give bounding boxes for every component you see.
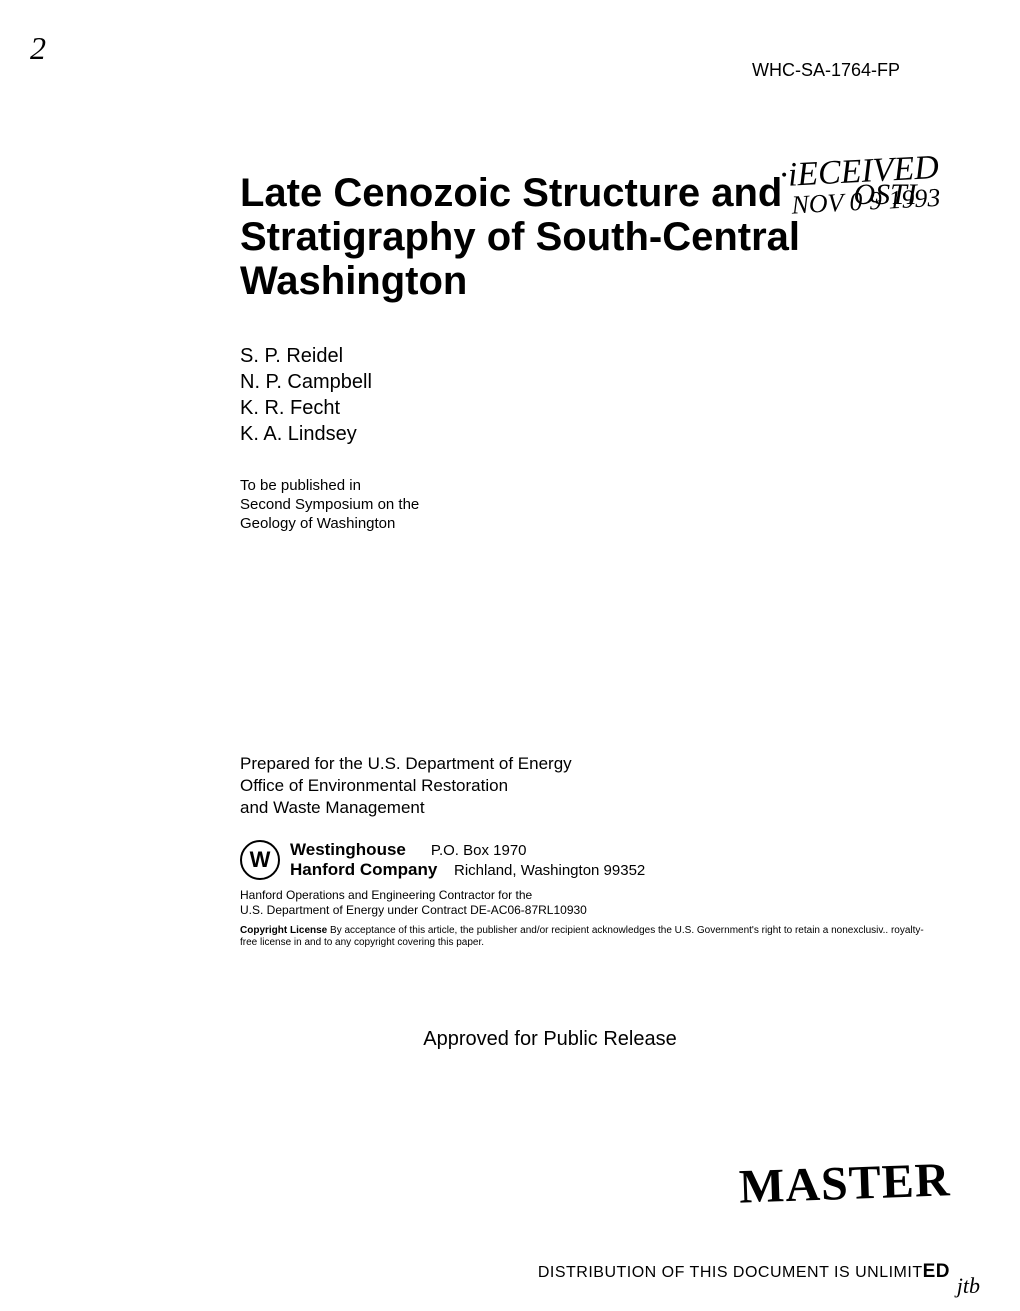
company-westinghouse: Westinghouse xyxy=(290,840,406,859)
distribution-statement: DISTRIBUTION OF THIS DOCUMENT IS UNLIMIT… xyxy=(538,1261,950,1283)
prepared-for-block: Prepared for the U.S. Department of Ener… xyxy=(240,753,940,819)
distribution-prefix: DISTRIBUTION OF THIS DOCUMENT IS UNLIMIT xyxy=(538,1264,923,1281)
company-hanford: Hanford Company xyxy=(290,860,437,879)
copyright-note: Copyright License By acceptance of this … xyxy=(240,925,940,948)
company-block: W Westinghouse P.O. Box 1970 Hanford Com… xyxy=(240,840,940,881)
handwritten-annotation: 2 xyxy=(30,30,46,67)
document-id: WHC-SA-1764-FP xyxy=(240,60,900,81)
company-pobox: P.O. Box 1970 xyxy=(431,842,527,859)
authors-block: S. P. Reidel N. P. Campbell K. R. Fecht … xyxy=(240,343,940,447)
contractor-line-2: U.S. Department of Energy under Contract… xyxy=(240,903,940,917)
title-line-1: Late Cenozoic Structure and xyxy=(240,171,782,215)
received-stamp: ·iECEIVED NOV 0 9 1993 xyxy=(779,151,941,219)
prepared-line-3: and Waste Management xyxy=(240,797,940,819)
author-3: K. R. Fecht xyxy=(240,395,940,421)
author-2: N. P. Campbell xyxy=(240,369,940,395)
publish-line-3: Geology of Washington xyxy=(240,515,940,534)
copyright-label: Copyright License xyxy=(240,925,327,936)
prepared-line-2: Office of Environmental Restoration xyxy=(240,775,940,797)
author-4: K. A. Lindsey xyxy=(240,421,940,447)
title-line-3: Washington xyxy=(240,259,467,303)
publish-line-1: To be published in xyxy=(240,477,940,496)
approved-release: Approved for Public Release xyxy=(160,1028,940,1051)
master-stamp: MASTER xyxy=(738,1152,951,1214)
copyright-text: By acceptance of this article, the publi… xyxy=(240,925,924,948)
title-line-2: Stratigraphy of South-Central xyxy=(240,215,800,259)
contractor-line-1: Hanford Operations and Engineering Contr… xyxy=(240,888,940,902)
company-address: Richland, Washington 99352 xyxy=(454,862,645,879)
westinghouse-logo-icon: W xyxy=(240,840,280,880)
prepared-line-1: Prepared for the U.S. Department of Ener… xyxy=(240,753,940,775)
author-1: S. P. Reidel xyxy=(240,343,940,369)
company-text: Westinghouse P.O. Box 1970 Hanford Compa… xyxy=(290,840,645,881)
handwritten-initials: jtb xyxy=(957,1273,980,1299)
distribution-suffix: ED xyxy=(923,1261,950,1282)
publish-line-2: Second Symposium on the xyxy=(240,496,940,515)
contractor-note: Hanford Operations and Engineering Contr… xyxy=(240,888,940,917)
publication-note: To be published in Second Symposium on t… xyxy=(240,477,940,533)
